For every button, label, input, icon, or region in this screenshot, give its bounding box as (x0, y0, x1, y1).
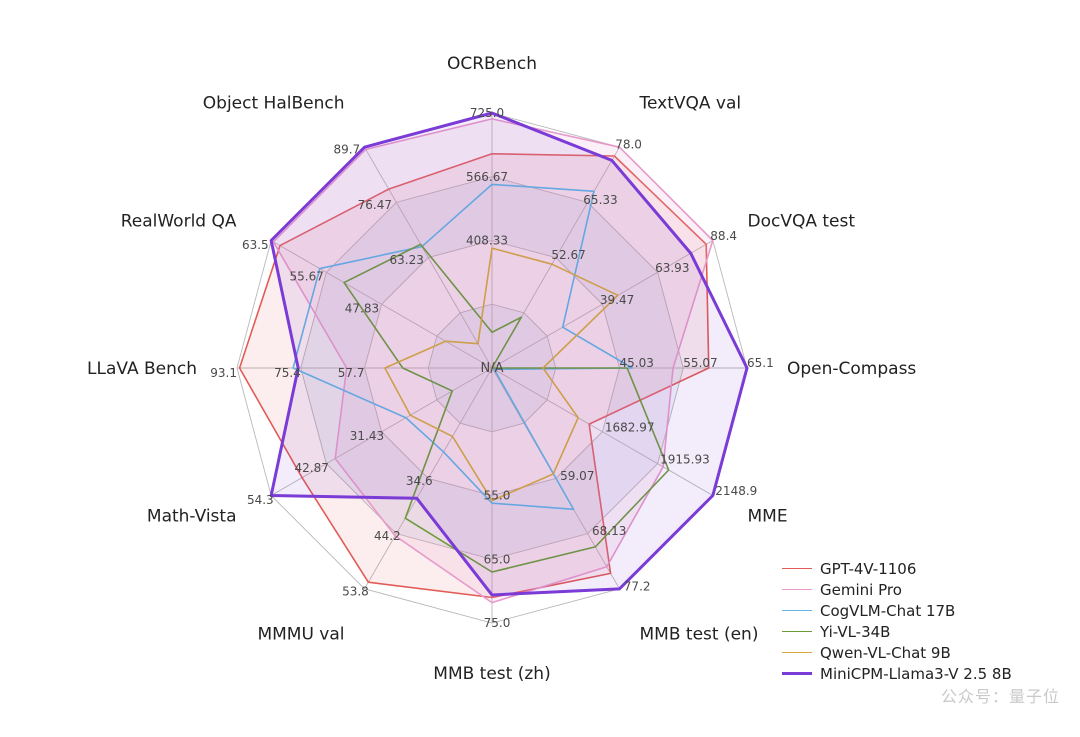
tick-label: 725.0 (470, 106, 504, 120)
legend-item: Qwen-VL-Chat 9B (782, 642, 1012, 663)
legend: GPT-4V-1106 Gemini Pro CogVLM-Chat 17B Yi-V… (782, 558, 1012, 684)
axis-label: MMMU val (257, 625, 344, 645)
tick-label: 55.0 (484, 489, 511, 503)
axis-label: MMB test (en) (640, 625, 759, 645)
legend-swatch (782, 568, 812, 569)
legend-swatch (782, 589, 812, 590)
tick-label: 75.4 (274, 366, 301, 380)
tick-label: 65.33 (583, 193, 617, 207)
tick-label: 45.03 (620, 356, 654, 370)
center-label: N/A (481, 361, 504, 376)
legend-item: GPT-4V-1106 (782, 558, 1012, 579)
legend-swatch (782, 672, 812, 675)
tick-label: 44.2 (374, 529, 401, 543)
tick-label: 53.8 (342, 584, 369, 598)
axis-label: LLaVA Bench (87, 359, 197, 379)
legend-swatch (782, 631, 812, 632)
tick-label: 89.7 (333, 143, 360, 157)
axis-label: RealWorld QA (121, 212, 237, 232)
legend-swatch (782, 610, 812, 611)
axis-label: TextVQA val (639, 94, 742, 114)
tick-label: 63.23 (390, 253, 424, 267)
legend-label: Gemini Pro (820, 581, 902, 599)
tick-label: 55.07 (683, 356, 717, 370)
tick-label: 42.87 (295, 461, 329, 475)
tick-label: 54.3 (247, 493, 274, 507)
legend-label: Qwen-VL-Chat 9B (820, 644, 951, 662)
tick-label: 55.67 (290, 270, 324, 284)
tick-label: 566.67 (466, 170, 508, 184)
tick-label: 75.0 (484, 616, 511, 630)
legend-item: CogVLM-Chat 17B (782, 600, 1012, 621)
tick-label: 76.47 (358, 198, 392, 212)
tick-label: 93.1 (210, 366, 237, 380)
axis-label: Open-Compass (787, 359, 916, 379)
tick-label: 63.5 (242, 238, 269, 252)
tick-label: 65.1 (747, 356, 774, 370)
legend-item: Yi-VL-34B (782, 621, 1012, 642)
tick-label: 47.83 (345, 302, 379, 316)
tick-label: 34.6 (406, 474, 433, 488)
tick-label: 77.2 (624, 579, 651, 593)
tick-label: 59.07 (560, 469, 594, 483)
tick-label: 68.13 (592, 524, 626, 538)
tick-label: 1915.93 (660, 452, 710, 466)
axis-label: MME (748, 507, 788, 527)
axis-label: Math-Vista (147, 507, 237, 527)
tick-label: 88.4 (710, 229, 737, 243)
tick-label: 39.47 (600, 293, 634, 307)
legend-item: Gemini Pro (782, 579, 1012, 600)
axis-label: OCRBench (447, 54, 537, 74)
tick-label: 1682.97 (605, 420, 655, 434)
axis-label: MMB test (zh) (433, 664, 550, 684)
axis-label: Object HalBench (203, 94, 345, 114)
tick-label: 2148.9 (715, 484, 757, 498)
legend-label: Yi-VL-34B (820, 623, 890, 641)
tick-label: 31.43 (350, 429, 384, 443)
legend-label: CogVLM-Chat 17B (820, 602, 955, 620)
tick-label: 57.7 (338, 366, 365, 380)
tick-label: 52.67 (551, 248, 585, 262)
tick-label: 408.33 (466, 234, 508, 248)
tick-label: 65.0 (484, 552, 511, 566)
legend-item: MiniCPM-Llama3-V 2.5 8B (782, 663, 1012, 684)
legend-swatch (782, 652, 812, 653)
legend-label: MiniCPM-Llama3-V 2.5 8B (820, 665, 1012, 683)
legend-label: GPT-4V-1106 (820, 560, 916, 578)
axis-label: DocVQA test (748, 212, 856, 232)
tick-label: 78.0 (615, 138, 642, 152)
tick-label: 63.93 (655, 261, 689, 275)
